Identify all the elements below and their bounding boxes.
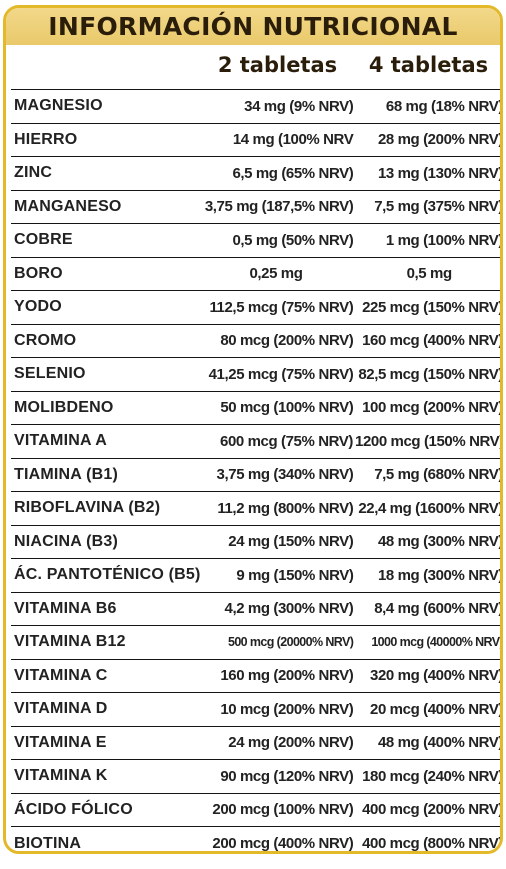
table-row: HIERRO 14 mg (100% NRV 28 mg (200% NRV) [11, 124, 503, 157]
value-4-tablets: 28 mg (200% NRV) [377, 131, 503, 149]
value-4-tablets: 1000 mcg (40000% NRV) [371, 635, 503, 650]
value-4-tablets: 1200 mcg (150% NRV) [355, 432, 503, 450]
nutrient-name: CROMO [14, 331, 77, 349]
nutrient-name: TIAMINA (B1) [14, 465, 119, 483]
value-2-tablets: 160 mg (200% NRV) [220, 667, 354, 685]
nutrient-name: VITAMINA D [14, 700, 108, 718]
value-2-tablets: 3,75 mg (340% NRV) [216, 466, 354, 484]
nutrient-name: MANGANESO [14, 197, 122, 215]
table-row: BORO 0,25 mg 0,5 mg [11, 258, 500, 291]
nutrient-name: COBRE [14, 231, 73, 249]
value-2-tablets: 3,75 mg (187,5% NRV) [204, 198, 354, 216]
value-2-tablets: 0,5 mg (50% NRV) [232, 231, 354, 249]
table-row: MANGANESO 3,75 mg (187,5% NRV) 7,5 mg (375… [11, 191, 503, 224]
nutrient-name: BORO [14, 264, 63, 282]
table-row: MOLIBDENO 50 mcg (100% NRV) 100 mcg (200% … [11, 392, 503, 425]
table-row: VITAMINA D 10 mcg (200% NRV) 20 mcg (400% … [11, 693, 503, 727]
value-4-tablets: 68 mg (18% NRV) [385, 97, 503, 115]
value-2-tablets: 200 mcg (400% NRV) [212, 835, 354, 853]
nutrient-name: ÁC. PANTOTÉNICO (B5) [14, 566, 201, 584]
table-row: ÁCIDO FÓLICO 200 mcg (100% NRV) 400 mcg (2… [11, 794, 503, 827]
value-4-tablets: 8,4 mg (600% NRV) [374, 600, 503, 618]
table-row: VITAMINA B6 4,2 mg (300% NRV) 8,4 mg (600%… [11, 593, 503, 626]
table-row: ZINC 6,5 mg (65% NRV) 13 mg (130% NRV) [11, 157, 503, 191]
nutrient-name: MOLIBDENO [14, 398, 114, 416]
table-row: VITAMINA K 90 mcg (120% NRV) 180 mcg (240%… [11, 760, 503, 794]
nutrient-name: VITAMINA A [14, 432, 107, 450]
value-2-tablets: 34 mg (9% NRV) [244, 97, 354, 115]
value-2-tablets: 0,25 mg [249, 265, 303, 283]
nutrient-name: SELENIO [14, 365, 86, 383]
value-2-tablets: 600 mcg (75% NRV) [220, 432, 353, 450]
column-header-2-tablets: 2 tabletas [217, 53, 338, 77]
value-4-tablets: 48 mg (400% NRV) [377, 734, 503, 752]
nutrient-name: MAGNESIO [14, 97, 103, 115]
table-row: RIBOFLAVINA (B2) 11,2 mg (800% NRV) 22,4 m… [11, 492, 503, 526]
table-row: VITAMINA E 24 mg (200% NRV) 48 mg (400% NR… [11, 727, 503, 760]
value-2-tablets: 4,2 mg (300% NRV) [224, 600, 354, 618]
table-row: VITAMINA C 160 mg (200% NRV) 320 mg (400% … [11, 660, 503, 693]
value-2-tablets: 112,5 mcg (75% NRV) [209, 298, 354, 316]
value-2-tablets: 41,25 mcg (75% NRV) [208, 365, 354, 383]
value-4-tablets: 100 mcg (200% NRV) [362, 399, 503, 417]
nutrient-name: YODO [14, 298, 62, 316]
value-4-tablets: 180 mcg (240% NRV) [362, 767, 503, 785]
value-2-tablets: 14 mg (100% NRV [232, 131, 354, 149]
table-row: BIOTINA 200 mcg (400% NRV) 400 mcg (800% N… [11, 827, 503, 853]
value-2-tablets: 500 mcg (20000% NRV) [227, 635, 354, 650]
table-row: YODO 112,5 mcg (75% NRV) 225 mcg (150% NRV… [11, 291, 503, 325]
value-2-tablets: 11,2 mg (800% NRV) [217, 499, 354, 517]
value-2-tablets: 9 mg (150% NRV) [236, 566, 354, 584]
nutrient-name: ZINC [14, 164, 53, 182]
table-row: ÁC. PANTOTÉNICO (B5) 9 mg (150% NRV) 18 mg… [11, 559, 503, 593]
value-2-tablets: 24 mg (200% NRV) [228, 734, 354, 752]
value-4-tablets: 18 mg (300% NRV) [377, 566, 503, 584]
nutrient-table: MAGNESIO 34 mg (9% NRV) 68 mg (18% NRV) HIE… [11, 89, 503, 853]
value-4-tablets: 22,4 mg (1600% NRV) [358, 499, 503, 517]
column-header-4-tablets: 4 tabletas [368, 53, 489, 77]
value-4-tablets: 0,5 mg [406, 265, 453, 283]
value-4-tablets: 13 mg (130% NRV) [377, 164, 503, 182]
value-2-tablets: 6,5 mg (65% NRV) [232, 164, 354, 182]
value-4-tablets: 1 mg (100% NRV) [385, 231, 503, 249]
table-row: VITAMINA B12 500 mcg (20000% NRV) 1000 mcg… [11, 626, 503, 660]
table-row: SELENIO 41,25 mcg (75% NRV) 82,5 mcg (150%… [11, 358, 503, 392]
value-4-tablets: 7,5 mg (375% NRV) [374, 198, 503, 216]
nutrient-name: NIACINA (B3) [14, 532, 119, 550]
value-4-tablets: 320 mg (400% NRV) [370, 667, 503, 685]
nutrient-name: VITAMINA B6 [14, 599, 117, 617]
nutrient-name: VITAMINA B12 [14, 633, 126, 651]
nutrient-name: VITAMINA K [14, 767, 108, 785]
panel-title: INFORMACIÓN NUTRICIONAL [6, 8, 500, 45]
value-4-tablets: 7,5 mg (680% NRV) [374, 466, 503, 484]
table-row: TIAMINA (B1) 3,75 mg (340% NRV) 7,5 mg (68… [11, 459, 503, 492]
value-4-tablets: 48 mg (300% NRV) [377, 533, 503, 551]
value-4-tablets: 400 mcg (200% NRV) [362, 801, 503, 819]
nutrition-panel: INFORMACIÓN NUTRICIONAL 2 tabletas 4 tab… [3, 5, 503, 854]
value-4-tablets: 20 mcg (400% NRV) [370, 700, 503, 718]
value-4-tablets: 160 mcg (400% NRV) [362, 332, 503, 350]
value-2-tablets: 50 mcg (100% NRV) [220, 399, 354, 417]
nutrient-name: BIOTINA [14, 834, 82, 852]
nutrient-name: VITAMINA C [14, 666, 108, 684]
value-4-tablets: 82,5 mcg (150% NRV) [358, 365, 503, 383]
value-2-tablets: 90 mcg (120% NRV) [220, 767, 354, 785]
nutrient-name: VITAMINA E [14, 733, 107, 751]
nutrient-name: ÁCIDO FÓLICO [14, 800, 133, 818]
value-2-tablets: 200 mcg (100% NRV) [212, 801, 354, 819]
table-row: VITAMINA A 600 mcg (75% NRV) 1200 mcg (150… [11, 425, 503, 459]
table-row: CROMO 80 mcg (200% NRV) 160 mcg (400% NRV) [11, 325, 503, 358]
table-row: NIACINA (B3) 24 mg (150% NRV) 48 mg (300% … [11, 526, 503, 559]
value-4-tablets: 400 mcg (800% NRV) [362, 835, 503, 853]
table-row: COBRE 0,5 mg (50% NRV) 1 mg (100% NRV) [11, 224, 503, 258]
table-row: MAGNESIO 34 mg (9% NRV) 68 mg (18% NRV) [11, 90, 503, 124]
value-2-tablets: 10 mcg (200% NRV) [220, 700, 354, 718]
value-4-tablets: 225 mcg (150% NRV) [362, 298, 503, 316]
nutrient-name: HIERRO [14, 130, 78, 148]
nutrient-name: RIBOFLAVINA (B2) [14, 499, 161, 517]
value-2-tablets: 24 mg (150% NRV) [228, 533, 354, 551]
value-2-tablets: 80 mcg (200% NRV) [220, 332, 354, 350]
